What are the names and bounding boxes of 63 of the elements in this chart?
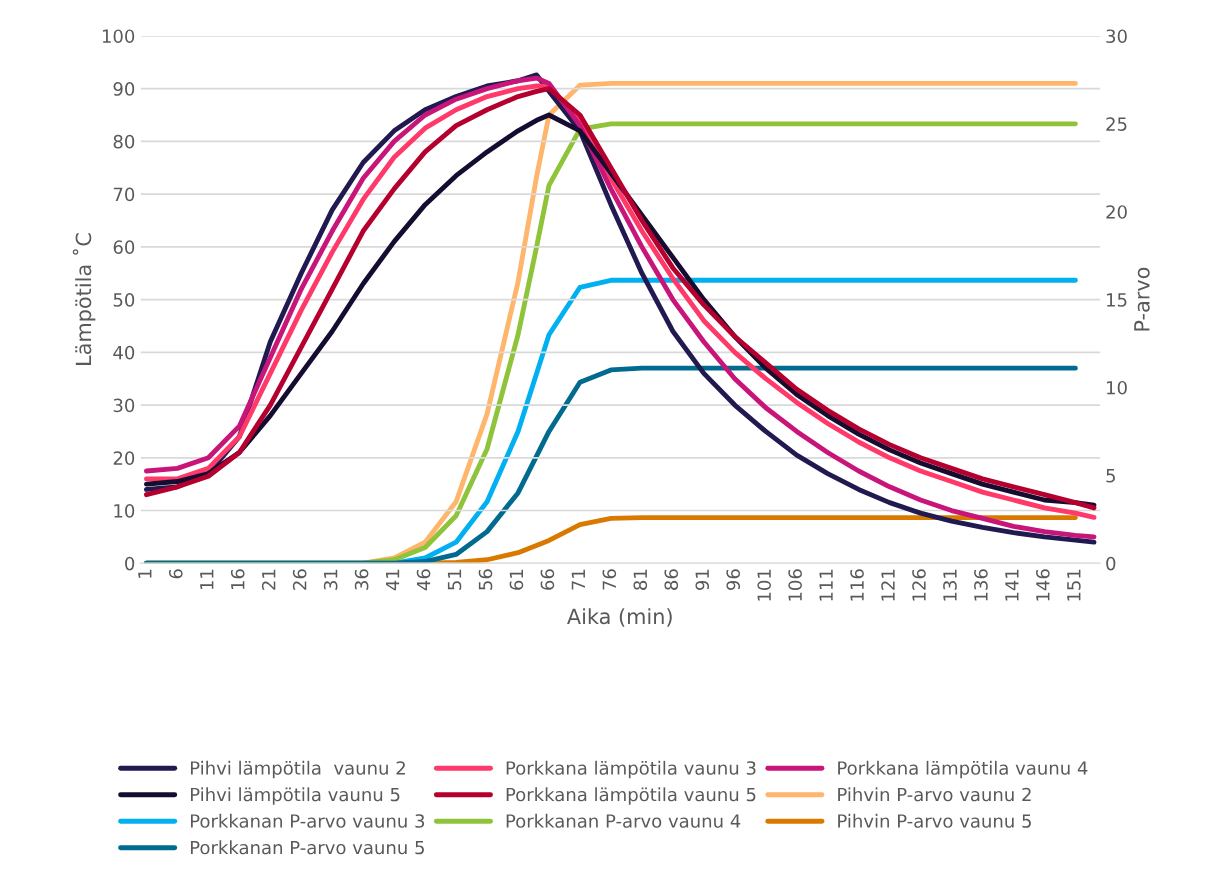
y2-tick-label: 5 bbox=[1106, 469, 1115, 483]
x-tick-label: 51 bbox=[447, 569, 462, 590]
line-series bbox=[144, 365, 1078, 564]
y-tick-label: 20 bbox=[113, 451, 135, 465]
x-tick-label: 106 bbox=[788, 569, 802, 601]
legend-label: Pihvin P-arvo vaunu 5 bbox=[838, 813, 1031, 828]
x-axis-title: Aika (min) bbox=[567, 608, 672, 627]
x-tick-label: 56 bbox=[478, 569, 493, 590]
y-tick-label: 90 bbox=[113, 82, 135, 96]
x-tick-label: 1 bbox=[138, 569, 152, 578]
y-tick-label: 60 bbox=[113, 240, 135, 254]
legend-label: Porkkana lämpötila vaunu 4 bbox=[838, 760, 1088, 779]
x-tick-label: 71 bbox=[571, 569, 585, 590]
x-tick-label: 46 bbox=[416, 569, 431, 591]
x-tick-label: 11 bbox=[200, 569, 214, 590]
x-tick-label: 116 bbox=[850, 569, 864, 601]
x-tick-label: 121 bbox=[881, 569, 895, 601]
x-tick-label: 96 bbox=[726, 569, 741, 590]
legend-label: Porkkana lämpötila vaunu 3 bbox=[506, 760, 756, 779]
y-tick-label: 100 bbox=[102, 29, 135, 44]
y-tick-label: 70 bbox=[113, 187, 135, 202]
x-tick-label: 81 bbox=[633, 569, 648, 590]
x-tick-label: 146 bbox=[1036, 569, 1050, 601]
y-tick-label: 0 bbox=[125, 556, 135, 571]
y-axis-title: Lämpötila ˚C bbox=[72, 233, 96, 365]
x-tick-label: 126 bbox=[912, 569, 926, 601]
x-tick-label: 21 bbox=[261, 569, 276, 590]
x-tick-label: 6 bbox=[168, 569, 183, 579]
y2-tick-label: 20 bbox=[1106, 205, 1127, 219]
x-tick-label: 41 bbox=[385, 569, 400, 591]
y-tick-label: 10 bbox=[114, 503, 135, 518]
x-tick-label: 36 bbox=[354, 569, 369, 590]
x-tick-label: 136 bbox=[974, 569, 988, 601]
x-tick-label: 131 bbox=[943, 569, 957, 601]
y2-tick-label: 15 bbox=[1107, 293, 1127, 307]
legend-label: Pihvi lämpötila vaunu 2 bbox=[190, 760, 405, 779]
x-tick-label: 66 bbox=[540, 569, 555, 590]
x-tick-label: 61 bbox=[509, 569, 524, 590]
x-tick-label: 141 bbox=[1005, 569, 1019, 601]
y2-axis-title: P-arvo bbox=[1134, 267, 1150, 331]
x-tick-label: 31 bbox=[323, 569, 338, 590]
y-tick-label: 50 bbox=[113, 293, 135, 307]
legend-label: Pihvin P-arvo vaunu 2 bbox=[838, 787, 1031, 802]
legend-label: Pihvi lämpötila vaunu 5 bbox=[190, 787, 400, 805]
y2-tick-label: 25 bbox=[1106, 117, 1127, 131]
x-tick-label: 26 bbox=[292, 569, 307, 590]
legend-label: Porkkanan P-arvo vaunu 5 bbox=[190, 840, 424, 855]
x-tick-label: 151 bbox=[1067, 569, 1081, 601]
x-tick-label: 16 bbox=[230, 569, 245, 590]
x-tick-label: 76 bbox=[602, 569, 617, 590]
y-tick-label: 80 bbox=[113, 134, 135, 149]
x-tick-label: 91 bbox=[695, 569, 710, 590]
x-tick-label: 101 bbox=[757, 569, 771, 601]
y-tick-label: 40 bbox=[113, 345, 135, 360]
y2-tick-label: 30 bbox=[1106, 29, 1127, 44]
x-tick-label: 111 bbox=[819, 569, 833, 601]
legend-label: Porkkanan P-arvo vaunu 3 bbox=[190, 813, 425, 828]
y2-tick-label: 10 bbox=[1107, 380, 1127, 395]
x-tick-label: 86 bbox=[664, 569, 679, 590]
legend-label: Porkkanan P-arvo vaunu 4 bbox=[506, 813, 741, 828]
y2-tick-label: 0 bbox=[1106, 556, 1116, 571]
legend-label: Porkkana lämpötila vaunu 5 bbox=[506, 787, 756, 805]
y-tick-label: 30 bbox=[113, 398, 135, 413]
